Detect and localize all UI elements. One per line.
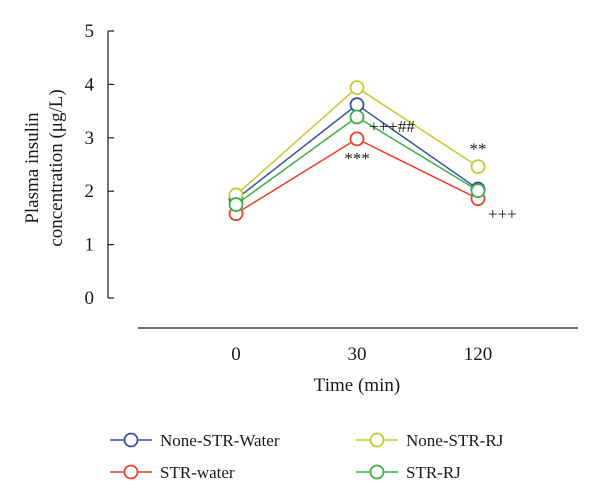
annotation-layer: +++##*****+++ [344, 117, 517, 224]
x-axis: 0 30 120 [138, 327, 578, 365]
legend-marker-2 [369, 432, 385, 448]
annotation-1: *** [344, 149, 370, 168]
data-point-1-1 [349, 131, 365, 147]
legend-item-0: None-STR-Water [110, 431, 280, 450]
x-tick-label-2: 120 [464, 344, 493, 365]
legend-item-2: None-STR-RJ [356, 431, 504, 450]
legend-marker-1 [123, 464, 139, 480]
annotation-0: +++## [369, 117, 415, 136]
annotation-2: ** [470, 139, 487, 158]
data-point-3-1 [349, 109, 365, 125]
legend-label-0: None-STR-Water [160, 431, 280, 450]
x-axis-title: Time (min) [314, 375, 400, 396]
legend-item-3: STR-RJ [356, 463, 461, 482]
y-axis-title-line1: Plasma insulin [22, 112, 43, 224]
legend-label-1: STR-water [160, 463, 235, 482]
y-tick-label-4: 4 [85, 74, 95, 95]
y-axis-title-line2: concentration (μg/L) [46, 89, 67, 246]
data-point-2-1 [349, 80, 365, 96]
x-tick-label-1: 30 [348, 344, 367, 365]
data-point-3-0 [228, 197, 244, 212]
legend-marker-0 [123, 432, 139, 448]
data-point-2-2 [470, 159, 486, 175]
data-point-3-2 [470, 183, 486, 199]
y-tick-label-2: 2 [85, 181, 95, 202]
legend: None-STR-Water STR-water None-STR-RJ STR-RJ [110, 431, 504, 482]
y-tick-label-1: 1 [85, 235, 95, 256]
legend-label-3: STR-RJ [406, 463, 461, 482]
legend-marker-3 [369, 464, 385, 480]
y-tick-label-5: 5 [85, 21, 95, 42]
series-1 [228, 131, 486, 222]
data-point-0-1 [349, 97, 365, 113]
legend-label-2: None-STR-RJ [406, 431, 504, 450]
y-tick-label-3: 3 [85, 128, 95, 149]
series-3 [228, 109, 486, 212]
legend-item-1: STR-water [110, 463, 235, 482]
series-layer [228, 80, 486, 222]
x-tick-label-0: 0 [231, 344, 241, 365]
y-axis: 0 1 2 3 4 5 [85, 21, 114, 309]
y-tick-label-0: 0 [85, 288, 95, 309]
annotation-3: +++ [488, 205, 517, 224]
